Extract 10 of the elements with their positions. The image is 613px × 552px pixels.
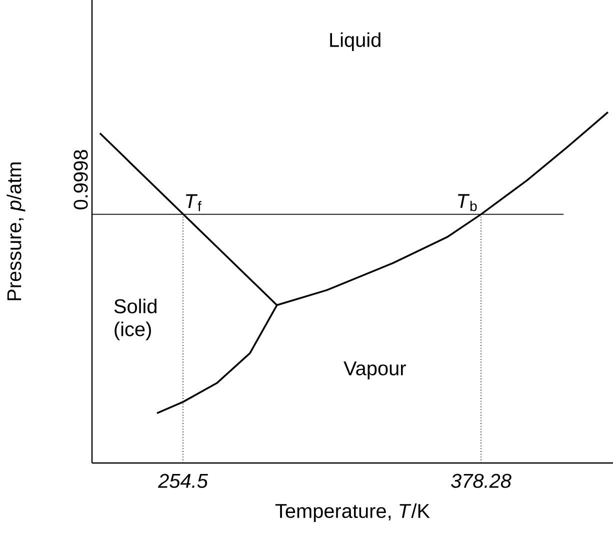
text: 0.9998 [74, 150, 88, 210]
x-tick-label: 254.5 [158, 474, 208, 488]
x-axis-title: Temperature, T/K [275, 503, 430, 522]
x-tick-label: 378.28 [451, 474, 512, 488]
annotation: Vapour [344, 361, 406, 380]
text: Liquid [330, 32, 380, 51]
annotation: T$_{b}$ [458, 194, 477, 212]
y-axis-title: Pressure, p/atm [6, 162, 26, 300]
annotation: T$_{f}$ [186, 194, 202, 212]
annotation: Solid (ice) [114, 298, 156, 340]
